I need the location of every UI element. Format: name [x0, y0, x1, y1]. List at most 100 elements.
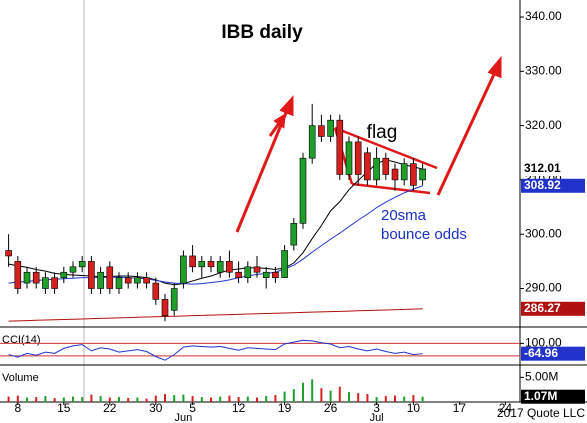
volume-bar — [26, 397, 28, 402]
value-tag-label: 308.92 — [524, 178, 561, 192]
candle-body — [354, 141, 362, 175]
volume-bar — [127, 398, 130, 402]
volume-bar — [164, 394, 166, 402]
line — [8, 159, 423, 286]
volume-bar — [338, 386, 341, 402]
candle-body — [14, 261, 22, 289]
candle-body — [419, 168, 426, 181]
candle-body — [253, 266, 261, 273]
candle-body — [32, 271, 40, 284]
candle-body — [400, 163, 408, 181]
value-tag-label: 286.27 — [524, 301, 561, 315]
candle-body — [262, 271, 270, 278]
volume-bar — [357, 393, 360, 402]
annotation: flag — [367, 122, 398, 143]
candle-body — [364, 152, 371, 181]
x-tick-label: 30 — [149, 401, 163, 415]
volume-bar — [311, 379, 314, 402]
candle-body — [23, 271, 31, 284]
value-tag — [521, 162, 585, 177]
candle-body — [97, 271, 104, 289]
x-tick-label: 8 — [14, 401, 21, 415]
candle-body — [373, 157, 380, 181]
candle-body — [124, 277, 132, 284]
volume-bar — [366, 394, 369, 402]
x-tick-label: 3 — [373, 401, 380, 415]
volume-bar — [320, 388, 323, 402]
candle-body — [152, 282, 160, 300]
credit: 2017 Quote LLC — [497, 406, 585, 420]
candle-body — [115, 277, 123, 289]
candle-body — [189, 255, 196, 268]
volume-bar — [7, 396, 10, 402]
volume-bar — [53, 398, 56, 402]
volume-bar — [256, 397, 258, 402]
candle-body — [281, 250, 288, 278]
volume-bar — [302, 382, 304, 402]
candle-body — [180, 255, 187, 284]
volume-bar — [274, 395, 277, 402]
y-tick-label: 330.00 — [525, 63, 562, 77]
value-tag-label: 312.01 — [524, 161, 561, 175]
x-tick-label: 17 — [453, 401, 467, 415]
x-tick-label: 19 — [278, 401, 292, 415]
volume-bar — [246, 396, 249, 402]
y-tick-label: 300.00 — [525, 226, 562, 240]
value-tag-label: 1.07M — [524, 389, 557, 403]
volume-bar — [384, 396, 387, 402]
candle-body — [170, 288, 178, 311]
volume-bar — [108, 397, 111, 402]
month-label: Jun — [175, 412, 193, 423]
volume-bar — [16, 395, 19, 402]
volume-bar — [182, 394, 185, 402]
annotation: 20sma — [381, 207, 427, 224]
volume-bar — [210, 397, 212, 402]
y-tick-label: 100.00 — [525, 336, 562, 350]
candle-body — [272, 271, 279, 278]
candle-body — [60, 271, 68, 278]
candle-body — [290, 223, 298, 246]
candle-body — [106, 266, 114, 289]
x-tick-label: 5 — [189, 401, 196, 415]
panel-label: CCI(14) — [2, 334, 41, 346]
candle-body — [198, 261, 206, 268]
x-tick-label: 24 — [499, 401, 513, 415]
volume-bar — [403, 396, 406, 402]
volume-bar — [237, 397, 240, 402]
candle-body — [161, 299, 169, 316]
volume-bar — [412, 395, 415, 402]
volume-bar — [265, 396, 268, 402]
candle-body — [5, 250, 12, 257]
line — [8, 308, 423, 322]
volume-bar — [329, 390, 332, 402]
line — [8, 339, 423, 361]
y-tick-label: 5.00M — [525, 370, 558, 384]
x-tick-label: 22 — [103, 401, 117, 415]
candle-body — [391, 168, 399, 181]
volume-bar — [219, 396, 222, 402]
volume-bar — [228, 395, 231, 402]
value-tag — [521, 301, 585, 316]
candle-body — [88, 261, 95, 289]
chart-title: IBB daily — [221, 22, 303, 43]
volume-bar — [283, 391, 286, 402]
annotation: bounce odds — [381, 226, 467, 243]
candle-body — [51, 277, 58, 289]
candle-body — [336, 119, 344, 175]
value-tag — [521, 346, 585, 361]
volume-bar — [394, 395, 396, 402]
candle-body — [226, 261, 233, 273]
volume-bar — [62, 397, 65, 402]
x-tick-label: 12 — [232, 401, 246, 415]
y-tick-label: 290.00 — [525, 281, 562, 295]
candle-body — [244, 266, 252, 278]
panel-label: Volume — [2, 372, 39, 384]
volume-bar — [375, 397, 378, 402]
candle-body — [345, 141, 353, 175]
candle-body — [216, 261, 224, 273]
volume-bar — [145, 398, 148, 402]
candle-body — [143, 277, 150, 284]
value-tag-label: -64.96 — [524, 346, 558, 360]
